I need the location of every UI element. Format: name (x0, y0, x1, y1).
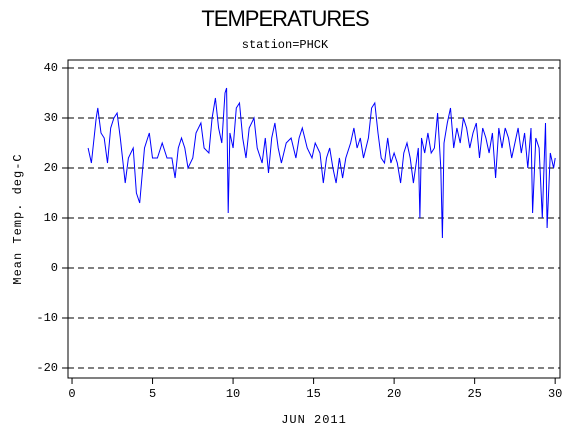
x-tick-label: 20 (387, 387, 401, 401)
x-tick-label: 15 (306, 387, 320, 401)
x-tick-label: 25 (467, 387, 481, 401)
x-tick-label: 5 (149, 387, 156, 401)
x-axis-label: JUN 2011 (281, 413, 347, 427)
y-tick-label: 0 (51, 261, 58, 275)
y-tick-label: 10 (44, 211, 58, 225)
plot-frame (67, 59, 561, 379)
x-tick-label: 0 (68, 387, 75, 401)
y-tick-label: 40 (44, 61, 58, 75)
y-tick-label: 20 (44, 161, 58, 175)
temperature-line (87, 87, 556, 239)
y-tick-label: 30 (44, 111, 58, 125)
y-tick-label: -10 (36, 311, 58, 325)
chart-subtitle: station=PHCK (242, 38, 329, 52)
x-tick-label: 30 (548, 387, 562, 401)
y-tick-label: -20 (36, 361, 58, 375)
chart-title: TEMPERATURES (201, 6, 369, 31)
x-tick-label: 10 (226, 387, 240, 401)
y-axis-label: Mean Temp. deg-C (11, 153, 25, 284)
